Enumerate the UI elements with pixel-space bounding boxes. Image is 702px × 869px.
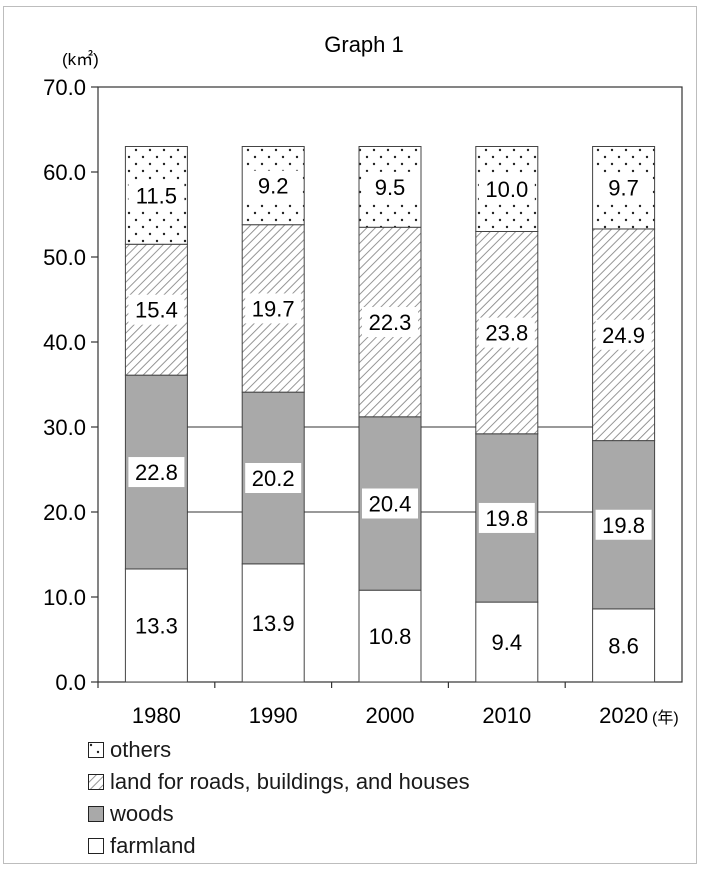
bar-segment-plain: [241, 563, 305, 683]
legend-swatch-dots: [88, 742, 104, 758]
value-label: 19.7: [252, 296, 295, 321]
value-label: 9.7: [608, 176, 639, 201]
legend-label-others: others: [110, 737, 172, 762]
value-label-bg: [595, 509, 652, 540]
value-label: 15.4: [135, 298, 178, 323]
value-label-bg: [245, 463, 302, 493]
value-label: 19.8: [602, 513, 645, 538]
x-tick-label: 2010: [482, 703, 531, 728]
chart-title: Graph 1: [324, 32, 404, 57]
y-unit-label: (k㎡): [62, 50, 99, 69]
value-label-bg: [362, 307, 418, 338]
value-label: 9.5: [375, 175, 406, 200]
value-label: 8.6: [608, 633, 639, 658]
legend-label-woods: woods: [110, 801, 174, 826]
legend-swatch-hatch: [88, 774, 104, 790]
connector-lines: [187, 426, 593, 513]
y-tick-label: 40.0: [43, 330, 86, 355]
x-tick-label: 2000: [366, 703, 415, 728]
y-tick-label: 70.0: [43, 75, 86, 100]
x-tick-label: 2020: [599, 703, 648, 728]
bars-group: [124, 146, 656, 683]
legend-swatch-gray: [88, 806, 104, 822]
legend-swatch-plain: [88, 838, 104, 854]
x-tick-label: 1990: [249, 703, 298, 728]
value-label-bg: [128, 457, 185, 488]
value-label-bg: [245, 170, 302, 201]
value-label: 19.8: [485, 506, 528, 531]
value-label: 24.9: [602, 323, 645, 348]
y-tick-label: 60.0: [43, 160, 86, 185]
value-label-bg: [245, 293, 302, 324]
value-label: 22.8: [135, 460, 178, 485]
value-label: 10.0: [485, 177, 528, 202]
legend-item-woods: woods: [88, 798, 470, 830]
value-label-bg: [362, 488, 418, 519]
y-tick-label: 0.0: [55, 670, 86, 695]
y-tick-label: 50.0: [43, 245, 86, 270]
y-tick-label: 30.0: [43, 415, 86, 440]
value-label-bg: [128, 180, 185, 211]
x-axis: 1980 1990 2000 2010 2020: [97, 682, 648, 728]
value-label-bg: [362, 171, 418, 202]
value-labels: 13.3 22.8 15.4 11.5 13.9 20.2 19.7 9.2 10.8 20.4 2…: [128, 170, 652, 658]
value-label-bg: [478, 502, 535, 533]
value-label: 20.4: [369, 492, 412, 517]
legend-label-roads: land for roads, buildings, and houses: [110, 769, 470, 794]
legend-label-farmland: farmland: [110, 833, 196, 858]
bar-segment-plain: [475, 601, 539, 683]
y-axis: 0.0 10.0 20.0 30.0 40.0 50.0 60.0 70.0: [43, 75, 98, 695]
x-tick-label: 1980: [132, 703, 181, 728]
legend: others land for roads, buildings, and ho…: [88, 734, 470, 862]
value-label: 13.9: [252, 611, 295, 636]
legend-item-roads: land for roads, buildings, and houses: [88, 766, 470, 798]
bar-segment-plain: [124, 568, 188, 683]
bar-segment-plain: [358, 589, 422, 683]
value-label: 23.8: [485, 321, 528, 346]
legend-item-farmland: farmland: [88, 830, 470, 862]
value-label: 20.2: [252, 466, 295, 491]
value-label-bg: [478, 174, 535, 204]
value-label-bg: [595, 172, 652, 203]
value-label: 9.2: [258, 174, 289, 199]
x-axis-suffix: (年): [652, 709, 679, 727]
y-tick-label: 20.0: [43, 500, 86, 525]
legend-item-others: others: [88, 734, 470, 766]
value-label: 13.3: [135, 613, 178, 638]
value-label: 11.5: [136, 183, 177, 208]
value-label: 22.3: [369, 310, 412, 335]
value-label-bg: [595, 319, 652, 350]
value-label-bg: [478, 317, 535, 348]
y-tick-label: 10.0: [43, 585, 86, 610]
chart-frame: [3, 6, 697, 864]
value-label: 9.4: [492, 630, 523, 655]
value-label-bg: [128, 294, 185, 325]
value-label: 10.8: [369, 624, 412, 649]
